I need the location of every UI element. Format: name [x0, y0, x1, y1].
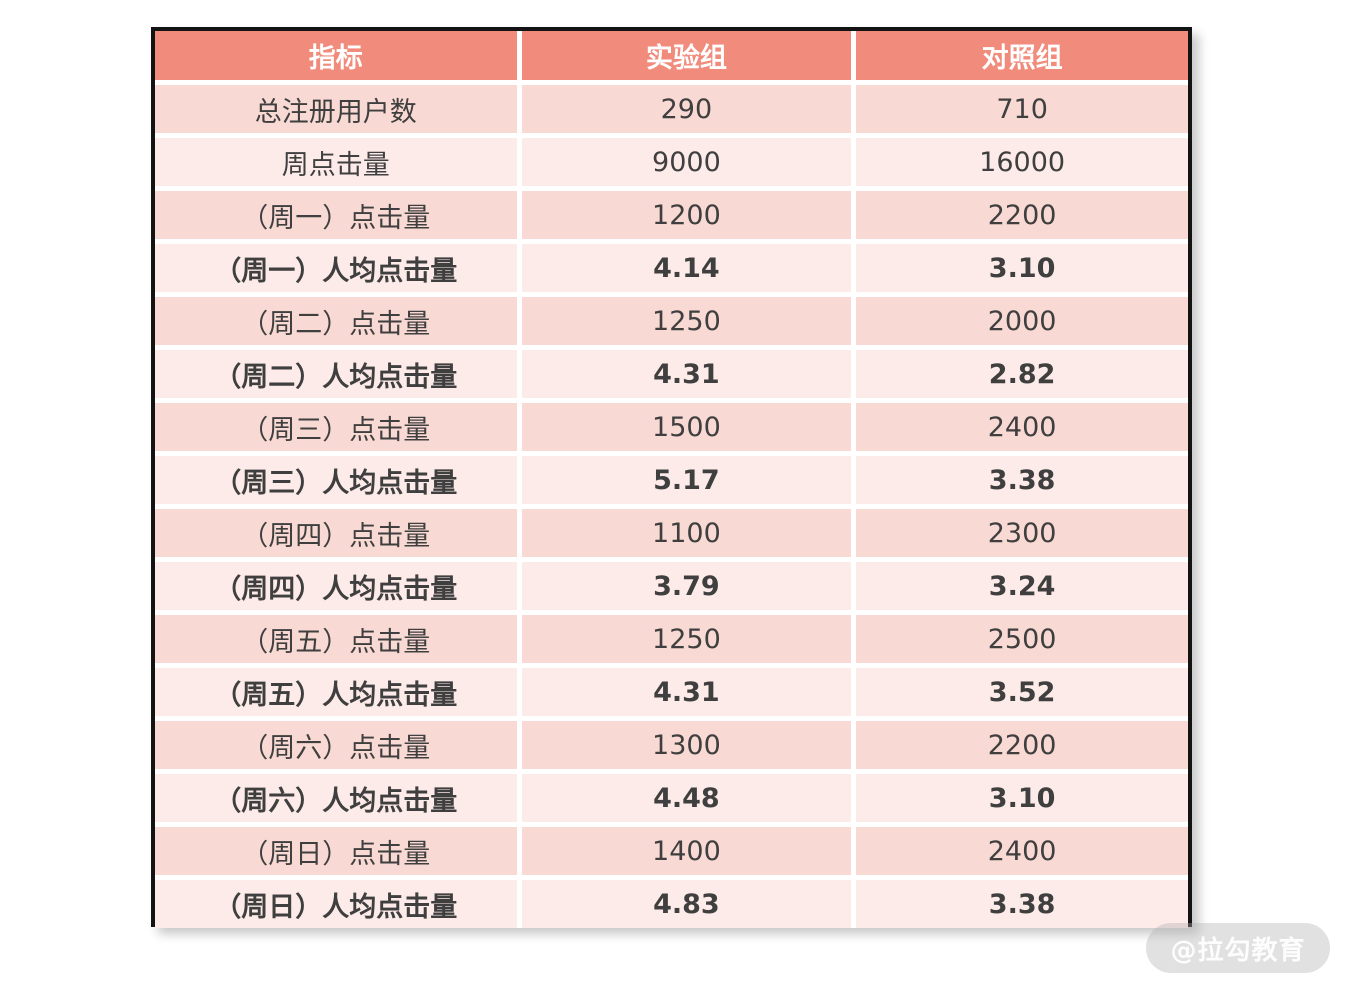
cell-control-value: 710 [851, 80, 1188, 133]
table-row: （周四）人均点击量 3.79 3.24 [155, 557, 1188, 610]
cell-control-value: 16000 [851, 133, 1188, 186]
cell-experimental-value: 3.79 [516, 557, 852, 610]
cell-control-value: 2000 [851, 292, 1188, 345]
cell-control-value: 3.24 [851, 557, 1188, 610]
cell-experimental-value: 1500 [516, 398, 852, 451]
cell-control-value: 2400 [851, 398, 1188, 451]
cell-control-value: 3.38 [851, 451, 1188, 504]
table-row: （周二）点击量 1250 2000 [155, 292, 1188, 345]
cell-experimental-value: 1200 [516, 186, 852, 239]
row-label: （周二）点击量 [155, 292, 517, 345]
row-label: （周六）点击量 [155, 716, 517, 769]
cell-control-value: 2200 [851, 716, 1188, 769]
table-row: （周三）点击量 1500 2400 [155, 398, 1188, 451]
table-row: （周六）点击量 1300 2200 [155, 716, 1188, 769]
table-row: （周三）人均点击量 5.17 3.38 [155, 451, 1188, 504]
row-label: （周三）人均点击量 [155, 451, 517, 504]
table-row: （周四）点击量 1100 2300 [155, 504, 1188, 557]
row-label: （周四）人均点击量 [155, 557, 517, 610]
cell-control-value: 2400 [851, 822, 1188, 875]
table-row: （周日）人均点击量 4.83 3.38 [155, 875, 1188, 928]
header-experimental-group: 实验组 [516, 31, 852, 80]
metrics-table-container: 指标 实验组 对照组 总注册用户数 290 710 周点击量 9000 16000 （周一）… [151, 27, 1192, 928]
cell-experimental-value: 4.31 [516, 345, 852, 398]
table-body: 总注册用户数 290 710 周点击量 9000 16000 （周一）点击量 1200 2200… [155, 80, 1188, 928]
cell-experimental-value: 4.83 [516, 875, 852, 928]
watermark-badge: @拉勾教育 [1146, 923, 1330, 973]
row-label: （周四）点击量 [155, 504, 517, 557]
table-row: 周点击量 9000 16000 [155, 133, 1188, 186]
row-label: （周五）人均点击量 [155, 663, 517, 716]
cell-control-value: 2200 [851, 186, 1188, 239]
cell-control-value: 3.10 [851, 239, 1188, 292]
table-row: 总注册用户数 290 710 [155, 80, 1188, 133]
cell-experimental-value: 9000 [516, 133, 852, 186]
cell-experimental-value: 4.48 [516, 769, 852, 822]
cell-control-value: 3.52 [851, 663, 1188, 716]
cell-experimental-value: 4.31 [516, 663, 852, 716]
cell-experimental-value: 1400 [516, 822, 852, 875]
cell-experimental-value: 290 [516, 80, 852, 133]
table-row: （周六）人均点击量 4.48 3.10 [155, 769, 1188, 822]
cell-control-value: 2300 [851, 504, 1188, 557]
cell-control-value: 2500 [851, 610, 1188, 663]
row-label: （周二）人均点击量 [155, 345, 517, 398]
cell-experimental-value: 5.17 [516, 451, 852, 504]
row-label: （周六）人均点击量 [155, 769, 517, 822]
row-label: （周五）点击量 [155, 610, 517, 663]
table-header: 指标 实验组 对照组 [155, 31, 1188, 80]
cell-control-value: 2.82 [851, 345, 1188, 398]
cell-experimental-value: 1100 [516, 504, 852, 557]
table-row: （周二）人均点击量 4.31 2.82 [155, 345, 1188, 398]
cell-experimental-value: 1250 [516, 292, 852, 345]
cell-experimental-value: 1300 [516, 716, 852, 769]
table-row: （周一）点击量 1200 2200 [155, 186, 1188, 239]
table-row: （周五）点击量 1250 2500 [155, 610, 1188, 663]
cell-control-value: 3.38 [851, 875, 1188, 928]
header-row: 指标 实验组 对照组 [155, 31, 1188, 80]
row-label: （周一）人均点击量 [155, 239, 517, 292]
row-label: （周日）点击量 [155, 822, 517, 875]
row-label: 总注册用户数 [155, 80, 517, 133]
row-label: （周一）点击量 [155, 186, 517, 239]
row-label: 周点击量 [155, 133, 517, 186]
metrics-table: 指标 实验组 对照组 总注册用户数 290 710 周点击量 9000 16000 （周一）… [155, 31, 1188, 928]
watermark-text: @拉勾教育 [1170, 935, 1306, 966]
cell-experimental-value: 1250 [516, 610, 852, 663]
table-row: （周日）点击量 1400 2400 [155, 822, 1188, 875]
header-control-group: 对照组 [851, 31, 1188, 80]
row-label: （周三）点击量 [155, 398, 517, 451]
table-row: （周一）人均点击量 4.14 3.10 [155, 239, 1188, 292]
header-indicator: 指标 [155, 31, 517, 80]
cell-control-value: 3.10 [851, 769, 1188, 822]
row-label: （周日）人均点击量 [155, 875, 517, 928]
cell-experimental-value: 4.14 [516, 239, 852, 292]
table-row: （周五）人均点击量 4.31 3.52 [155, 663, 1188, 716]
